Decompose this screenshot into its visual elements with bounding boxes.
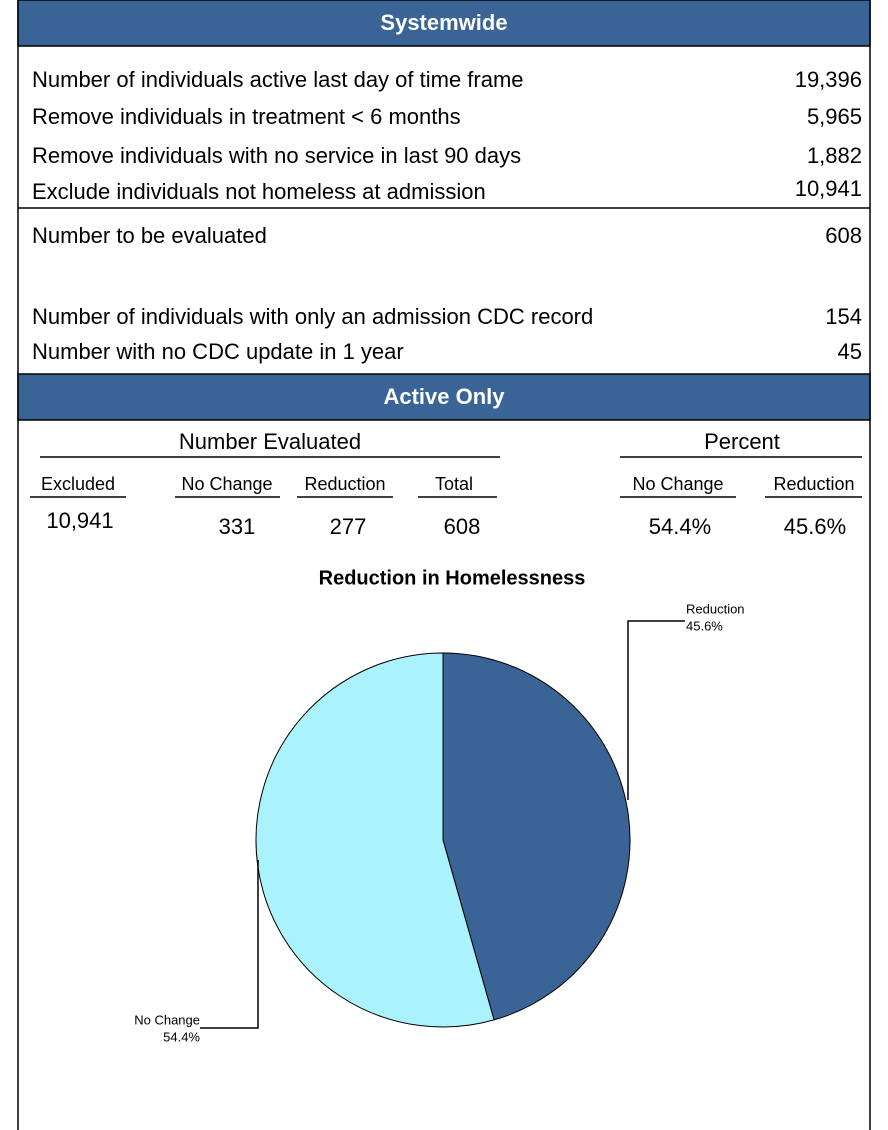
cell-value: 277: [330, 514, 367, 539]
row-value: 5,965: [807, 104, 862, 129]
group-header: Percent: [704, 429, 780, 454]
slice-label: No Change: [134, 1012, 200, 1027]
row-value: 608: [825, 223, 862, 248]
header-bar: [17, 373, 871, 421]
cell-value: 10,941: [46, 508, 113, 533]
column-header: Total: [435, 474, 473, 494]
cell-value: 608: [444, 514, 481, 539]
pie: [255, 652, 631, 1028]
column-header: Reduction: [773, 474, 854, 494]
slice-label: Reduction: [686, 601, 745, 616]
row-label: Remove individuals with no service in la…: [32, 143, 521, 168]
row-value: 1,882: [807, 143, 862, 168]
row-value: 10,941: [795, 176, 862, 201]
pie-slice: [442, 652, 631, 1021]
row-value: 19,396: [795, 67, 862, 92]
row-label: Number of individuals with only an admis…: [32, 304, 593, 329]
cell-value: 54.4%: [649, 514, 711, 539]
column-header: Excluded: [41, 474, 115, 494]
header-bar: [17, 0, 871, 47]
row-value: 45: [838, 339, 862, 364]
row-label: Remove individuals in treatment < 6 mont…: [32, 104, 461, 129]
leader-line: [200, 860, 259, 1029]
column-header: No Change: [632, 474, 723, 494]
column-header: No Change: [181, 474, 272, 494]
row-label: Number to be evaluated: [32, 223, 267, 248]
cell-value: 331: [219, 514, 256, 539]
row-label: Number with no CDC update in 1 year: [32, 339, 404, 364]
row-value: 154: [825, 304, 862, 329]
group-header: Number Evaluated: [179, 429, 361, 454]
section-title: Active Only: [383, 384, 505, 409]
slice-value: 45.6%: [686, 618, 723, 633]
column-header: Reduction: [304, 474, 385, 494]
leader-line: [627, 620, 685, 800]
chart-title: Reduction in Homelessness: [319, 567, 586, 589]
cell-value: 45.6%: [784, 514, 846, 539]
row-label: Number of individuals active last day of…: [32, 67, 524, 92]
row-label: Exclude individuals not homeless at admi…: [32, 179, 486, 204]
slice-value: 54.4%: [163, 1029, 200, 1044]
section-title: Systemwide: [380, 10, 507, 35]
